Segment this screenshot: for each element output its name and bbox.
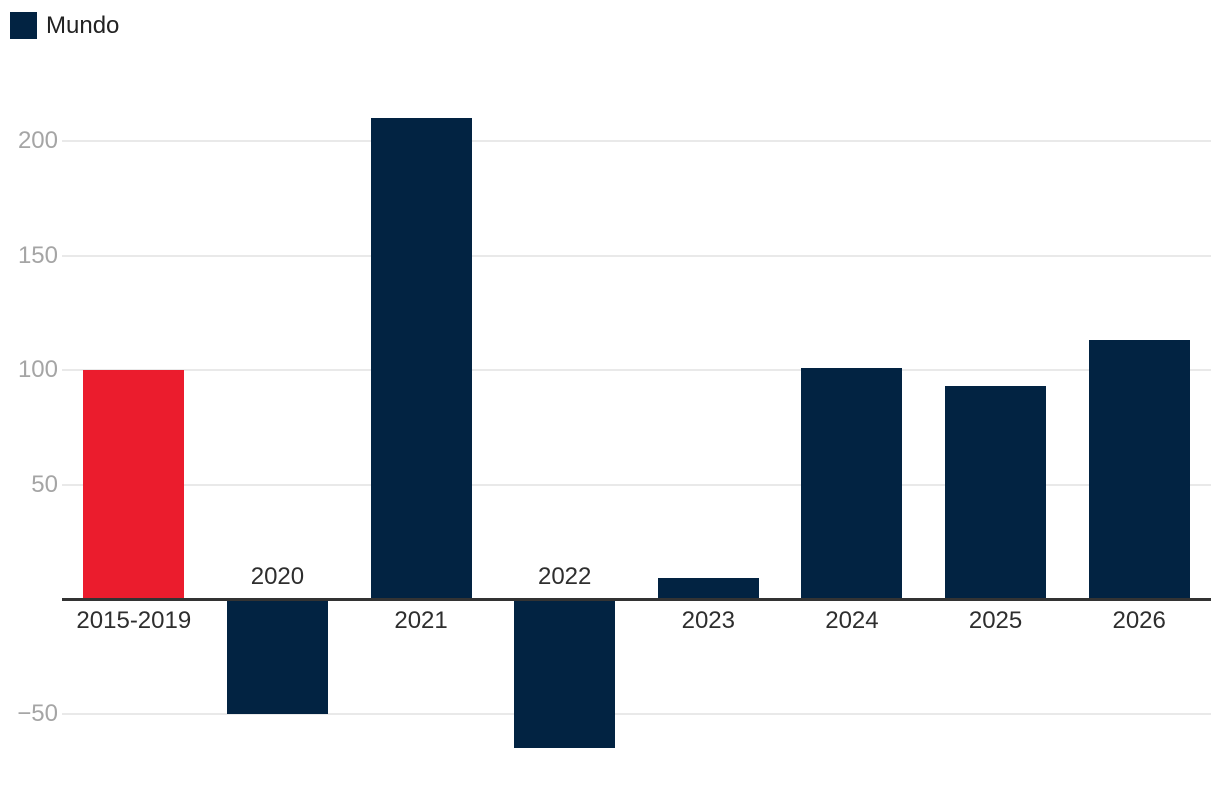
bar-2026 (1088, 340, 1190, 599)
category-label-2024: 2024 (825, 607, 879, 634)
bar-2020 (226, 599, 328, 714)
x-axis-line (62, 597, 1211, 601)
legend-label: Mundo (46, 12, 120, 39)
y-tick-label-100: 100 (17, 356, 58, 383)
category-label-2020: 2020 (250, 563, 305, 590)
bar-2015-2019 (83, 370, 185, 599)
gridline-200 (62, 140, 1211, 142)
category-label-2022: 2022 (537, 563, 592, 590)
bar-2022 (514, 599, 616, 748)
bar-2024 (801, 367, 903, 599)
bar-2021 (370, 118, 472, 599)
category-label-2025: 2025 (968, 607, 1023, 634)
category-label-2015-2019: 2015-2019 (76, 607, 192, 634)
y-tick-label-200: 200 (17, 127, 58, 154)
y-tick-label-50: 50 (31, 470, 58, 498)
bar-2025 (945, 386, 1047, 599)
category-label-2021: 2021 (394, 607, 448, 634)
category-label-2023: 2023 (681, 607, 735, 634)
gridline-100 (62, 369, 1211, 371)
legend-swatch-mundo (10, 12, 37, 39)
y-tick-label--50: −50 (17, 699, 58, 727)
gridline-50 (62, 483, 1211, 486)
gridline--50 (62, 712, 1211, 715)
legend: Mundo (10, 12, 119, 39)
bar-2023 (657, 578, 759, 599)
category-label-2026: 2026 (1112, 607, 1166, 634)
y-tick-label-150: 150 (17, 241, 58, 269)
gridline-150 (62, 254, 1211, 257)
